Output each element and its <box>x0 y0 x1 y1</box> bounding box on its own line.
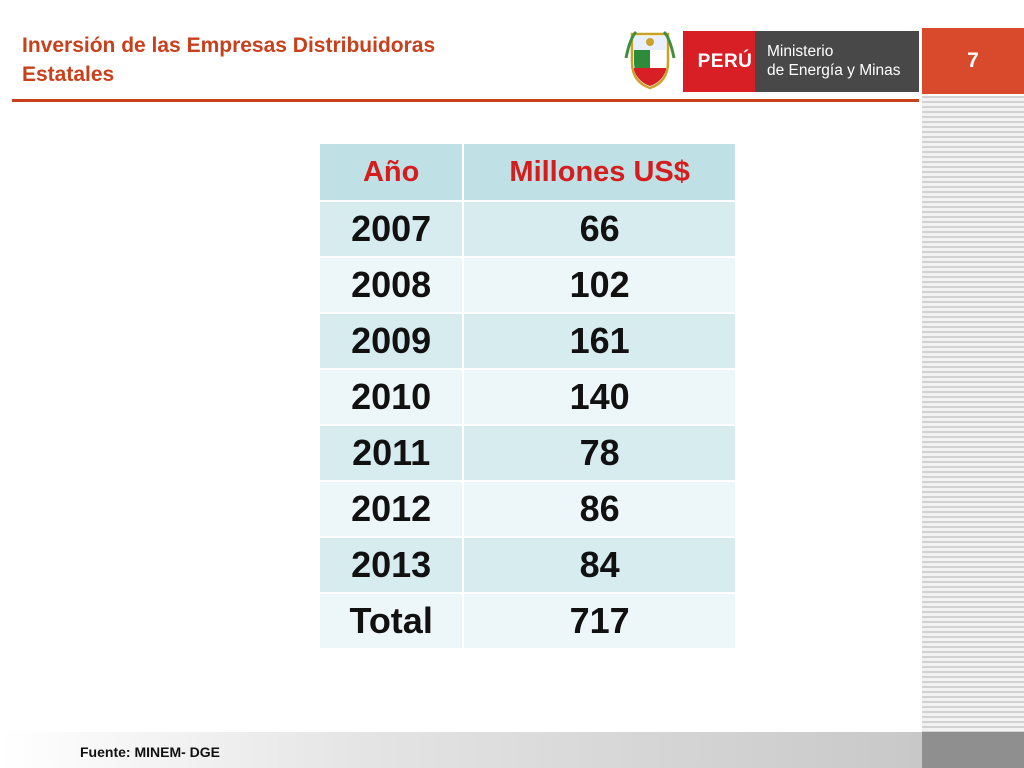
slide-title: Inversión de las Empresas Distribuidoras… <box>22 31 582 89</box>
peru-label: PERÚ <box>683 31 767 92</box>
cell-value: 86 <box>462 480 737 538</box>
table-row-total: Total 717 <box>317 592 737 650</box>
ministry-label: Ministerio de Energía y Minas <box>755 31 919 92</box>
footer-corner-block <box>922 732 1024 768</box>
investment-table: Año Millones US$ 2007 66 2008 102 2009 1… <box>317 142 737 650</box>
cell-year: 2009 <box>317 312 465 370</box>
cell-total-label: Total <box>317 592 465 650</box>
table-row: 2008 102 <box>317 256 737 314</box>
cell-year: 2010 <box>317 368 465 426</box>
page-number: 7 <box>922 28 1024 94</box>
cell-value: 102 <box>462 256 737 314</box>
slide-title-line-1: Inversión de las Empresas Distribuidoras <box>22 34 436 57</box>
table-row: 2007 66 <box>317 200 737 258</box>
footer-bar <box>0 732 922 768</box>
cell-year: 2013 <box>317 536 465 594</box>
table-row: 2012 86 <box>317 480 737 538</box>
cell-value: 66 <box>462 200 737 258</box>
cell-year: 2012 <box>317 480 465 538</box>
cell-year: 2008 <box>317 256 465 314</box>
table-row: 2013 84 <box>317 536 737 594</box>
table-row: 2009 161 <box>317 312 737 370</box>
ministry-logo: PERÚ Ministerio de Energía y Minas <box>620 28 920 96</box>
side-stripe-decoration <box>922 96 1024 732</box>
table-row: 2010 140 <box>317 368 737 426</box>
header-year: Año <box>317 142 465 202</box>
peru-coat-of-arms-icon <box>624 30 676 90</box>
table-header-row: Año Millones US$ <box>317 142 737 202</box>
ministry-line-2: de Energía y Minas <box>767 62 901 79</box>
header-millions-usd: Millones US$ <box>462 142 737 202</box>
cell-value: 140 <box>462 368 737 426</box>
ministry-line-1: Ministerio <box>767 43 834 60</box>
title-divider <box>12 99 919 102</box>
cell-value: 161 <box>462 312 737 370</box>
cell-value: 84 <box>462 536 737 594</box>
source-note: Fuente: MINEM- DGE <box>80 744 220 760</box>
table-row: 2011 78 <box>317 424 737 482</box>
cell-year: 2011 <box>317 424 465 482</box>
slide-title-line-2: Estatales <box>22 63 115 86</box>
cell-value: 78 <box>462 424 737 482</box>
cell-total-value: 717 <box>462 592 737 650</box>
cell-year: 2007 <box>317 200 465 258</box>
